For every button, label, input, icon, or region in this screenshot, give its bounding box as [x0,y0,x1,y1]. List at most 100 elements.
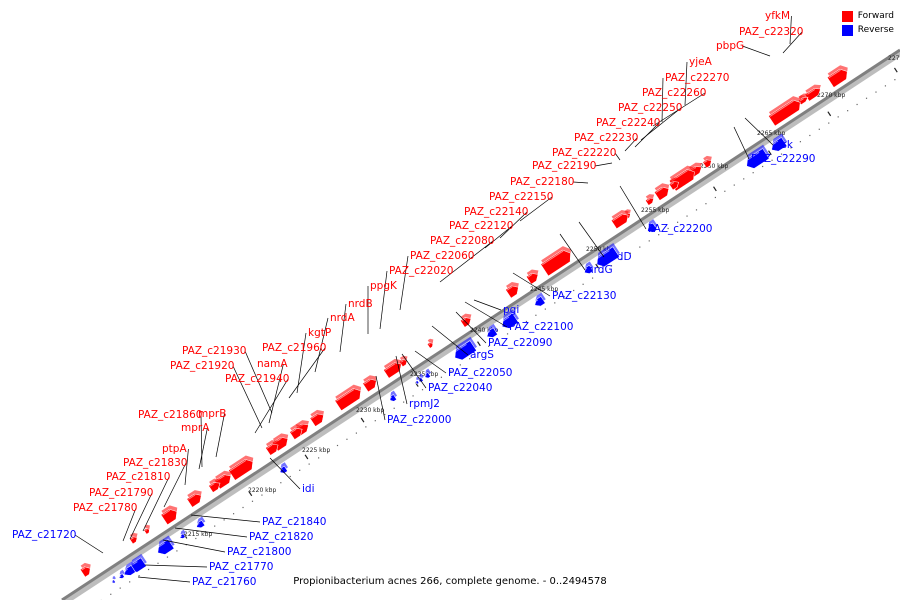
reverse-gene-label-nrdg: nrdG [587,264,613,276]
forward-gene-label-paz-c21920-leader [232,365,263,429]
forward-gene-label-pbpg: pbpG [716,40,744,52]
scale-dot [847,110,849,112]
scale-dot [488,345,490,347]
reverse-gene-label-paz-c21760-leader [137,576,191,583]
tick-label: 2265 kbp [757,130,785,137]
scale-dot [157,562,159,564]
forward-gene-paz-c21790 [129,532,138,545]
reverse-gene-label-paz-c21820-leader [174,527,248,538]
forward-gene-label-paz-c22080: PAZ_c22080 [430,235,494,247]
tick-mark [477,341,481,347]
scale-dot [214,525,216,527]
scale-dot [875,91,877,93]
forward-gene-paz-c21810 [143,524,150,535]
scale-dot [251,500,254,502]
reverse-gene-label-paz-c22290: PAZ_c22290 [751,153,815,165]
forward-gene-paz-c22320 [804,84,821,102]
forward-gene-label-ppgk: ppgK [370,280,398,292]
reverse-gene-label-args-leader [431,325,469,356]
scale-dot [818,128,820,130]
scale-dot [884,85,887,87]
forward-gene-label-nrdb-leader [339,303,347,353]
tick-mark [360,417,365,423]
scale-dot [762,165,764,168]
reverse-gene-label-paz-c22200: PAZ_c22200 [648,223,712,235]
forward-gene-label-paz-c22060: PAZ_c22060 [410,250,474,262]
scale-dot [355,432,357,434]
reverse-gene-label-paz-c22050-leader [414,350,447,374]
legend: Forward Reverse [841,9,894,37]
forward-gene-paz-c22080 [505,281,519,299]
reverse-gene-label-nrdg-leader [559,233,586,271]
forward-gene-label-paz-c21860-leader [200,414,203,468]
forward-gene-paz-c22270 [768,96,801,127]
legend-reverse-label: Reverse [857,25,894,35]
forward-gene-nama [289,424,303,440]
forward-gene-label-paz-c21930: PAZ_c21930 [182,345,246,357]
scale-dot [828,122,830,124]
scale-dot [601,271,603,273]
reverse-gene-label-paz-c22290-leader [733,126,750,160]
scale-dot [554,302,556,304]
forward-gene-paz-c22230 [668,177,680,191]
forward-gene-label-paz-c22270-leader [661,77,664,123]
reverse-gene-label-paz-c21760: PAZ_c21760 [192,576,256,588]
tick-mark [893,67,898,73]
reverse-gene-label-paz-c21820: PAZ_c21820 [249,531,313,543]
reverse-gene-rpmj2 [389,390,398,402]
forward-gene-label-paz-c22060-leader [399,255,409,311]
forward-gene-label-mpra: mprA [181,422,210,434]
reverse-gene-label-paz-c21770-leader [144,564,208,568]
scale-dot [403,401,405,403]
reverse-gene-label-paz-c21720-leader [74,534,104,554]
forward-gene-label-paz-c21830: PAZ_c21830 [123,457,187,469]
forward-gene-label-nrda: nrdA [330,312,355,324]
scale-dot [129,581,131,583]
reverse-gene-paz-c22130 [533,292,546,307]
reverse-gene-paz-c22040 [415,376,420,385]
scale-dot [535,314,537,316]
reverse-gene-label-args: argS [470,349,494,361]
map-caption: Propionibacterium acnes 266, complete ge… [293,576,607,587]
forward-gene-label-nama-leader [268,363,284,424]
scale-dot [610,265,613,267]
forward-gene-paz-c22060 [460,313,472,328]
genome-backbone [61,48,900,600]
forward-gene-paz-c22190 [645,194,655,206]
forward-gene-label-paz-c22240-leader [634,122,660,148]
tick-mark [183,533,188,539]
forward-gene-label-paz-c22230: PAZ_c22230 [574,132,638,144]
forward-gene-label-pbpg-leader [742,45,771,57]
forward-gene-label-paz-c21790: PAZ_c21790 [89,487,153,499]
tick-label: 2250 kbp [586,246,614,253]
reverse-gene-label-paz-c22000: PAZ_c22000 [387,414,451,426]
forward-gene-paz-c21780 [79,562,91,578]
scale-dot [743,178,745,180]
scale-dot [591,277,594,279]
reverse-gene-label-ask-leader [744,117,774,146]
scale-dot [299,469,301,471]
reverse-gene-ask [770,133,788,152]
reverse-gene-label-paz-c21840: PAZ_c21840 [262,516,326,528]
scale-dot [620,258,622,261]
forward-gene-label-paz-c22190-leader [594,162,613,167]
forward-gene-label-yjea: yjeA [689,56,713,68]
tick-label: 2230 kbp [356,407,384,414]
forward-gene-label-paz-c21940-leader [254,378,289,434]
reverse-gene-label-paz-c21720: PAZ_c21720 [12,529,76,541]
forward-gene-paz-c21940 [265,440,279,456]
scale-dot [336,444,339,447]
scale-dot [676,221,679,223]
scale-dot [176,550,178,552]
reverse-gene-nrdg [583,261,594,274]
tick-label: 2260 kbp [700,163,728,170]
tick-mark [768,150,772,156]
forward-gene-label-nrdb: nrdB [348,298,373,310]
forward-gene-label-paz-c21780: PAZ_c21780 [73,502,137,514]
forward-gene-paz-c22220 [653,183,670,201]
tick-label: 2235 kbp [410,371,438,378]
scale-dot [374,420,376,422]
forward-gene-paz-c21960 [309,409,324,427]
scale-dot [667,227,669,230]
